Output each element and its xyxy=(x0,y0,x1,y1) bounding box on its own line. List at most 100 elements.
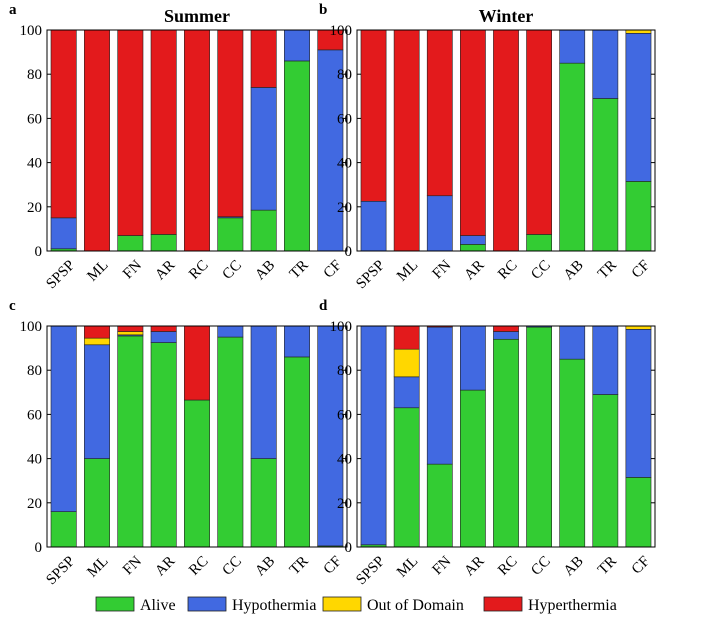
bar-c-tr-hypothermia xyxy=(284,325,310,358)
bar-b-tr-hypothermia xyxy=(592,29,619,99)
y-tick-label-a: 40 xyxy=(27,156,42,172)
bar-c-rc-hyperthermia xyxy=(184,325,210,401)
bar-d-cf-alive xyxy=(625,477,652,548)
bar-b-cc-alive xyxy=(526,234,552,252)
panel-letter-d: d xyxy=(319,298,328,314)
y-tick-label-c: 100 xyxy=(20,319,43,335)
panel-title-b: Winter xyxy=(479,6,534,26)
bar-a-tr-alive xyxy=(284,60,310,252)
bar-a-cc-alive xyxy=(217,217,244,252)
bar-a-cc-hyperthermia xyxy=(217,29,244,218)
y-tick-label-b: 20 xyxy=(337,200,352,216)
bar-a-ar-alive xyxy=(150,234,177,252)
x-tick-label-b-rc: RC xyxy=(495,257,520,282)
bar-b-cf-hypothermia xyxy=(625,33,652,182)
bar-d-ml-hyperthermia xyxy=(393,325,420,350)
bar-a-spsp-hyperthermia xyxy=(50,29,77,219)
y-tick-label-a: 20 xyxy=(27,200,42,216)
bar-c-tr-alive xyxy=(284,356,310,548)
y-tick-label-a: 60 xyxy=(27,111,42,127)
x-tick-label-b-tr: TR xyxy=(595,257,620,282)
y-tick-label-b: 80 xyxy=(337,67,352,83)
bar-b-tr-alive xyxy=(592,98,619,252)
bar-b-ar-hypothermia xyxy=(460,235,486,245)
x-tick-label-c-rc: RC xyxy=(186,553,211,578)
bar-d-spsp-hypothermia xyxy=(360,325,387,546)
y-tick-label-d: 20 xyxy=(337,496,352,512)
bar-c-fn-out-of-domain xyxy=(117,331,144,336)
bar-c-cc-hypothermia xyxy=(217,325,244,338)
legend-label-alive: Alive xyxy=(140,597,176,614)
legend-swatch-alive xyxy=(95,596,135,612)
x-tick-label-c-fn: FN xyxy=(120,553,145,578)
legend-swatch-out-of-domain xyxy=(322,596,362,612)
x-tick-label-d-rc: RC xyxy=(495,553,520,578)
x-tick-label-d-ab: AB xyxy=(561,553,587,579)
bar-d-ml-alive xyxy=(393,407,420,548)
axes-frame-d xyxy=(356,325,656,548)
y-tick-label-c: 0 xyxy=(35,540,43,556)
bar-a-cf-hypothermia xyxy=(317,49,344,252)
bar-c-spsp-hypothermia xyxy=(50,325,77,512)
x-tick-label-a-ar: AR xyxy=(152,257,178,283)
y-tick-label-c: 60 xyxy=(27,407,42,423)
axes-frame-c xyxy=(46,325,348,548)
y-tick-label-a: 0 xyxy=(35,244,43,260)
y-tick-label-d: 60 xyxy=(337,407,352,423)
x-tick-label-d-spsp: SPSP xyxy=(353,553,388,588)
bar-b-ab-alive xyxy=(559,62,586,252)
bar-b-fn-hyperthermia xyxy=(426,29,453,197)
x-tick-label-b-cc: CC xyxy=(528,257,553,282)
panel-letter-b: b xyxy=(319,2,327,18)
y-tick-label-b: 0 xyxy=(345,244,353,260)
bar-b-spsp-hyperthermia xyxy=(360,29,387,202)
bar-d-ab-hypothermia xyxy=(559,325,586,360)
y-tick-label-c: 20 xyxy=(27,496,42,512)
x-tick-label-a-fn: FN xyxy=(120,257,145,282)
x-tick-label-d-ar: AR xyxy=(461,553,487,579)
bar-d-ml-out-of-domain xyxy=(393,348,420,378)
bar-a-ab-hyperthermia xyxy=(250,29,277,88)
legend-label-out-of-domain: Out of Domain xyxy=(367,597,464,614)
x-tick-label-b-ar: AR xyxy=(461,257,487,283)
x-tick-label-c-tr: TR xyxy=(287,553,312,578)
bar-a-ab-hypothermia xyxy=(250,87,277,211)
bar-a-ab-alive xyxy=(250,209,277,252)
y-tick-label-a: 80 xyxy=(27,67,42,83)
bar-c-ar-hyperthermia xyxy=(150,325,177,332)
y-tick-label-c: 80 xyxy=(27,363,42,379)
bar-a-spsp-hypothermia xyxy=(50,217,77,250)
y-tick-label-c: 40 xyxy=(27,452,42,468)
x-tick-label-c-ab: AB xyxy=(252,553,278,579)
bar-a-fn-hyperthermia xyxy=(117,29,144,236)
x-tick-label-c-cf: CF xyxy=(321,553,345,577)
bar-b-spsp-hypothermia xyxy=(360,200,387,252)
x-tick-label-a-spsp: SPSP xyxy=(43,257,78,292)
x-tick-label-d-cf: CF xyxy=(629,553,653,577)
bar-c-ml-out-of-domain xyxy=(84,337,110,346)
x-tick-label-a-rc: RC xyxy=(186,257,211,282)
bar-c-ml-alive xyxy=(84,458,110,548)
y-tick-label-d: 80 xyxy=(337,363,352,379)
y-tick-label-b: 60 xyxy=(337,111,352,127)
x-tick-label-b-ml: ML xyxy=(394,257,421,284)
x-tick-label-b-spsp: SPSP xyxy=(353,257,388,292)
x-tick-label-a-ab: AB xyxy=(252,257,278,283)
legend-swatch-hypothermia xyxy=(187,596,227,612)
bar-a-tr-hypothermia xyxy=(284,29,310,62)
bar-d-fn-hypothermia xyxy=(426,326,453,465)
x-tick-label-c-ml: ML xyxy=(84,553,111,580)
bar-b-rc-hyperthermia xyxy=(493,29,519,252)
bar-c-ml-hyperthermia xyxy=(84,325,110,339)
x-tick-label-b-fn: FN xyxy=(430,257,455,282)
bar-d-ab-alive xyxy=(559,358,586,548)
bar-c-spsp-alive xyxy=(50,511,77,548)
bar-d-ar-alive xyxy=(460,389,486,548)
bar-a-fn-alive xyxy=(117,235,144,252)
x-tick-label-b-cf: CF xyxy=(629,257,653,281)
